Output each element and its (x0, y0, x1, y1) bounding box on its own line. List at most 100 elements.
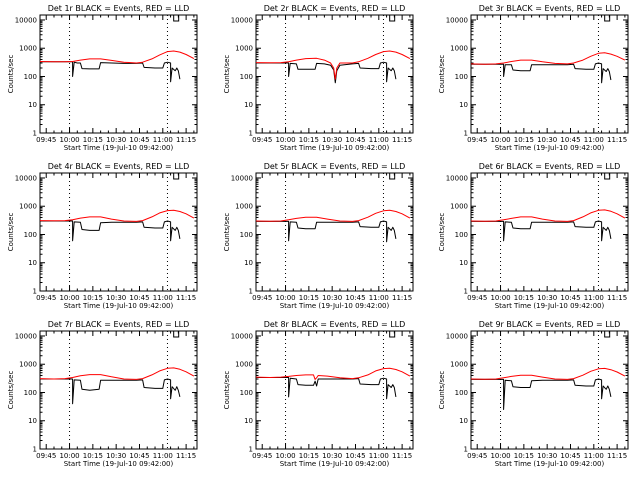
lld-series-line (255, 50, 411, 80)
y-axis-label: Counts/sec (7, 55, 15, 94)
top-marker-box (389, 172, 396, 180)
x-tick-label: 10:30 (537, 452, 557, 460)
y-tick-label: 1 (249, 288, 253, 296)
events-series-line (40, 378, 181, 405)
x-tick-label: 11:00 (153, 452, 173, 460)
y-tick-label: 1000 (235, 203, 253, 211)
y-tick-label: 1000 (235, 45, 253, 53)
lld-series-line (39, 209, 195, 222)
x-tick-label: 10:15 (514, 452, 534, 460)
x-tick-label: 10:45 (345, 452, 365, 460)
y-tick-label: 10 (28, 259, 37, 267)
x-tick-label: 10:15 (299, 136, 319, 144)
panel-title: Det 5r BLACK = Events, RED = LLD (264, 162, 406, 171)
y-tick-label: 1 (249, 130, 253, 138)
plot-frame (470, 330, 629, 450)
y-tick-label: 10 (244, 417, 253, 425)
x-tick-label: 10:00 (59, 136, 79, 144)
top-marker-box (173, 330, 180, 338)
x-tick-label: 10:00 (275, 136, 295, 144)
x-tick-label: 09:45 (252, 294, 272, 302)
detector-panel: Det 9r BLACK = Events, RED = LLD 1 10 100 10… (438, 320, 629, 468)
plot-frame (470, 172, 629, 292)
x-tick-label: 10:00 (275, 452, 295, 460)
x-tick-label: 10:45 (560, 136, 580, 144)
x-axis-label: Start Time (19-Jul-10 09:42:00) (495, 302, 605, 310)
y-tick-label: 10000 (446, 16, 468, 24)
x-tick-label: 11:00 (153, 136, 173, 144)
x-tick-label: 10:00 (59, 452, 79, 460)
detector-panel: Det 1r BLACK = Events, RED = LLD 1 10 100 10… (7, 4, 198, 152)
x-tick-label: 10:00 (490, 136, 510, 144)
x-tick-label: 11:15 (607, 294, 627, 302)
x-tick-label: 10:30 (322, 136, 342, 144)
y-tick-label: 1000 (235, 361, 253, 369)
y-axis-label: Counts/sec (438, 55, 446, 94)
detector-panel: Det 5r BLACK = Events, RED = LLD 1 10 100 10… (223, 162, 414, 310)
events-series-line (471, 378, 612, 410)
x-tick-label: 09:45 (36, 294, 56, 302)
x-tick-label: 10:30 (106, 294, 126, 302)
detector-panel: Det 8r BLACK = Events, RED = LLD 1 10 100 10… (223, 320, 414, 468)
events-series-line (471, 62, 612, 84)
x-tick-label: 11:00 (584, 452, 604, 460)
x-tick-label: 10:45 (560, 452, 580, 460)
x-tick-label: 10:30 (106, 136, 126, 144)
y-tick-label: 1 (249, 446, 253, 454)
lld-series-line (39, 367, 195, 380)
y-tick-label: 10000 (446, 174, 468, 182)
x-tick-label: 11:00 (369, 294, 389, 302)
detector-panel: Det 3r BLACK = Events, RED = LLD 1 10 100 10… (438, 4, 629, 152)
x-tick-label: 10:30 (322, 452, 342, 460)
y-tick-label: 1 (33, 130, 37, 138)
y-axis-label: Counts/sec (223, 371, 231, 410)
y-tick-label: 1 (464, 446, 468, 454)
panel-title: Det 9r BLACK = Events, RED = LLD (479, 320, 621, 329)
x-tick-label: 10:45 (129, 452, 149, 460)
plot-frame (255, 14, 414, 134)
plot-frame (470, 14, 629, 134)
panel-title: Det 3r BLACK = Events, RED = LLD (479, 4, 621, 13)
x-tick-label: 09:45 (252, 452, 272, 460)
y-tick-label: 10000 (231, 174, 253, 182)
y-tick-label: 10 (459, 259, 468, 267)
x-tick-label: 10:45 (560, 294, 580, 302)
y-tick-label: 10000 (15, 332, 37, 340)
y-tick-label: 10 (244, 259, 253, 267)
x-tick-label: 10:15 (83, 452, 103, 460)
x-tick-label: 10:15 (83, 294, 103, 302)
x-tick-label: 10:45 (345, 294, 365, 302)
detector-panel: Det 7r BLACK = Events, RED = LLD 1 10 100 10… (7, 320, 198, 468)
top-marker-box (389, 330, 396, 338)
x-tick-label: 10:00 (275, 294, 295, 302)
x-tick-label: 09:45 (467, 452, 487, 460)
x-tick-label: 11:00 (369, 136, 389, 144)
plot-frame (255, 330, 414, 450)
lld-series-line (470, 367, 626, 380)
plot-frame (39, 330, 198, 450)
y-tick-label: 100 (455, 389, 468, 397)
x-tick-label: 10:45 (345, 136, 365, 144)
x-tick-label: 11:15 (392, 136, 412, 144)
y-tick-label: 1 (33, 446, 37, 454)
y-tick-label: 10 (459, 101, 468, 109)
top-marker-box (604, 172, 611, 180)
x-tick-label: 10:15 (514, 294, 534, 302)
y-tick-label: 100 (455, 73, 468, 81)
x-tick-label: 11:00 (153, 294, 173, 302)
y-tick-label: 1 (464, 288, 468, 296)
y-tick-label: 10 (244, 101, 253, 109)
events-series-line (40, 61, 181, 83)
panel-title: Det 4r BLACK = Events, RED = LLD (48, 162, 190, 171)
panel-grid: Det 1r BLACK = Events, RED = LLD11010010… (7, 4, 629, 468)
x-axis-label: Start Time (19-Jul-10 09:42:00) (495, 460, 605, 468)
lld-series-line (255, 209, 411, 222)
y-tick-label: 10 (28, 417, 37, 425)
x-tick-label: 11:00 (369, 452, 389, 460)
x-tick-label: 11:00 (584, 136, 604, 144)
y-tick-label: 1000 (450, 361, 468, 369)
x-tick-label: 11:15 (607, 136, 627, 144)
x-axis-label: Start Time (19-Jul-10 09:42:00) (64, 302, 174, 310)
lld-series-line (470, 52, 626, 65)
